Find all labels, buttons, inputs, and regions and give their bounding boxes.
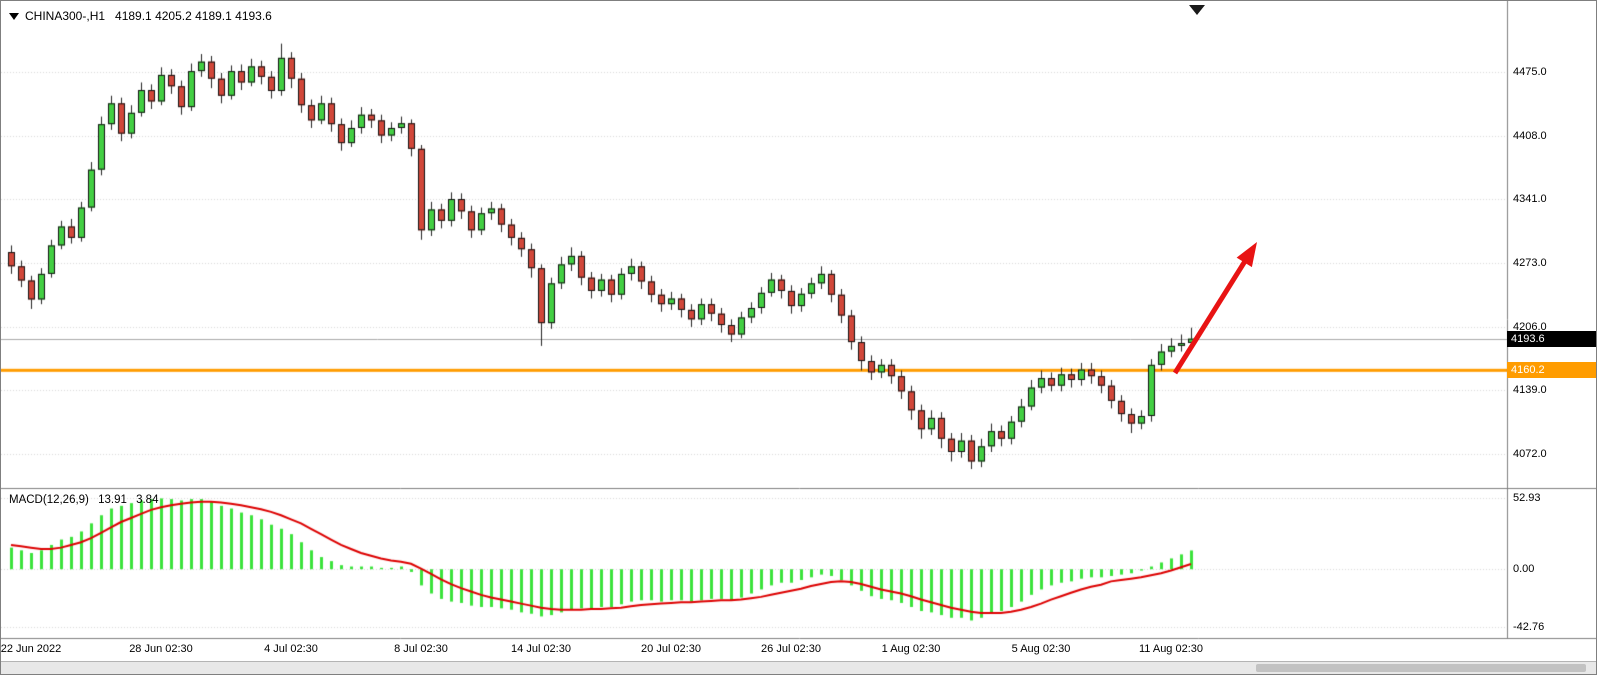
macd-label: MACD(12,26,9) [9, 494, 89, 506]
horizontal-scrollbar[interactable] [1, 661, 1596, 674]
price-axis-label: 4475.0 [1513, 66, 1547, 79]
time-axis-label: 26 Jul 02:30 [761, 643, 821, 655]
price-axis-label: 4206.0 [1513, 320, 1547, 333]
ohlc-readout: 4189.1 4205.2 4189.1 4193.6 [115, 9, 272, 23]
time-axis-label: 1 Aug 02:30 [881, 643, 941, 655]
current-price-badge: 4193.6 [1507, 330, 1596, 347]
scroll-end-marker-icon[interactable] [1189, 5, 1205, 15]
time-axis-label: 28 Jun 02:30 [129, 643, 193, 655]
time-axis-label: 5 Aug 02:30 [1011, 643, 1071, 655]
hline-price-badge: 4160.2 [1507, 362, 1596, 379]
time-axis-label: 11 Aug 02:30 [1138, 643, 1204, 655]
time-axis-label: 4 Jul 02:30 [264, 643, 318, 655]
macd-axis-label: 0.00 [1513, 563, 1535, 576]
time-axis-label: 14 Jul 02:30 [511, 643, 571, 655]
macd-indicator-title: MACD(12,26,9) 13.91 3.84 [9, 494, 164, 506]
symbol-name: CHINA300-,H1 [25, 9, 106, 23]
macd-signal-value: 3.84 [136, 494, 159, 506]
symbol-title: CHINA300-,H1 4189.1 4205.2 4189.1 4193.6 [9, 9, 272, 23]
price-axis-label: 4139.0 [1513, 384, 1547, 397]
price-axis-label: 4072.0 [1513, 447, 1547, 460]
macd-axis-label: -42.76 [1513, 620, 1545, 633]
macd-axis-label: 52.93 [1513, 491, 1541, 504]
time-axis-label: 20 Jul 02:30 [641, 643, 701, 655]
price-axis-label: 4408.0 [1513, 129, 1547, 142]
time-axis-label: 8 Jul 02:30 [394, 643, 448, 655]
price-axis-label: 4341.0 [1513, 193, 1547, 206]
scrollbar-thumb[interactable] [1256, 664, 1586, 672]
macd-main-value: 13.91 [98, 494, 127, 506]
time-axis-label: 22 Jun 2022 [0, 643, 62, 655]
price-axis-label: 4273.0 [1513, 257, 1547, 270]
symbol-marker-icon [9, 12, 19, 20]
